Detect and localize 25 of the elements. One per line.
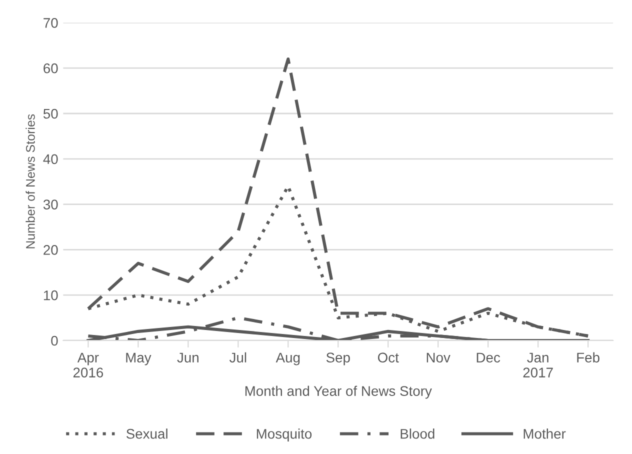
legend-label: Mosquito xyxy=(256,428,312,442)
x-tick-label: Apr 2016 xyxy=(73,352,104,378)
x-tick-label: Feb xyxy=(577,352,600,363)
x-tick-label: Aug xyxy=(276,352,300,366)
x-tick-label: Oct xyxy=(378,352,399,363)
y-tick-label: 60 xyxy=(44,63,58,74)
y-tick-label: 0 xyxy=(51,336,58,346)
x-tick-label: Jun xyxy=(177,352,198,363)
legend-label: Blood xyxy=(400,428,434,439)
y-tick-label: 20 xyxy=(44,245,58,255)
y-tick-label: 70 xyxy=(44,18,58,28)
x-axis-title: Month and Year of News Story xyxy=(245,386,432,399)
y-tick-label: 30 xyxy=(43,200,58,210)
x-tick-label: Dec xyxy=(476,352,500,363)
y-axis-title: Number of News Stories xyxy=(26,114,35,248)
x-tick-label: May xyxy=(126,352,152,366)
legend-label: Sexual xyxy=(126,428,168,439)
y-tick-label: 40 xyxy=(43,154,58,164)
x-tick-label: Jul xyxy=(229,352,246,363)
legend-label: Mother xyxy=(524,428,566,439)
x-tick-label: Sep xyxy=(326,352,350,366)
y-tick-label: 10 xyxy=(44,290,58,300)
x-tick-label: Nov xyxy=(426,352,450,363)
x-tick-label: Jan 2017 xyxy=(523,352,553,378)
y-tick-label: 50 xyxy=(43,108,58,119)
